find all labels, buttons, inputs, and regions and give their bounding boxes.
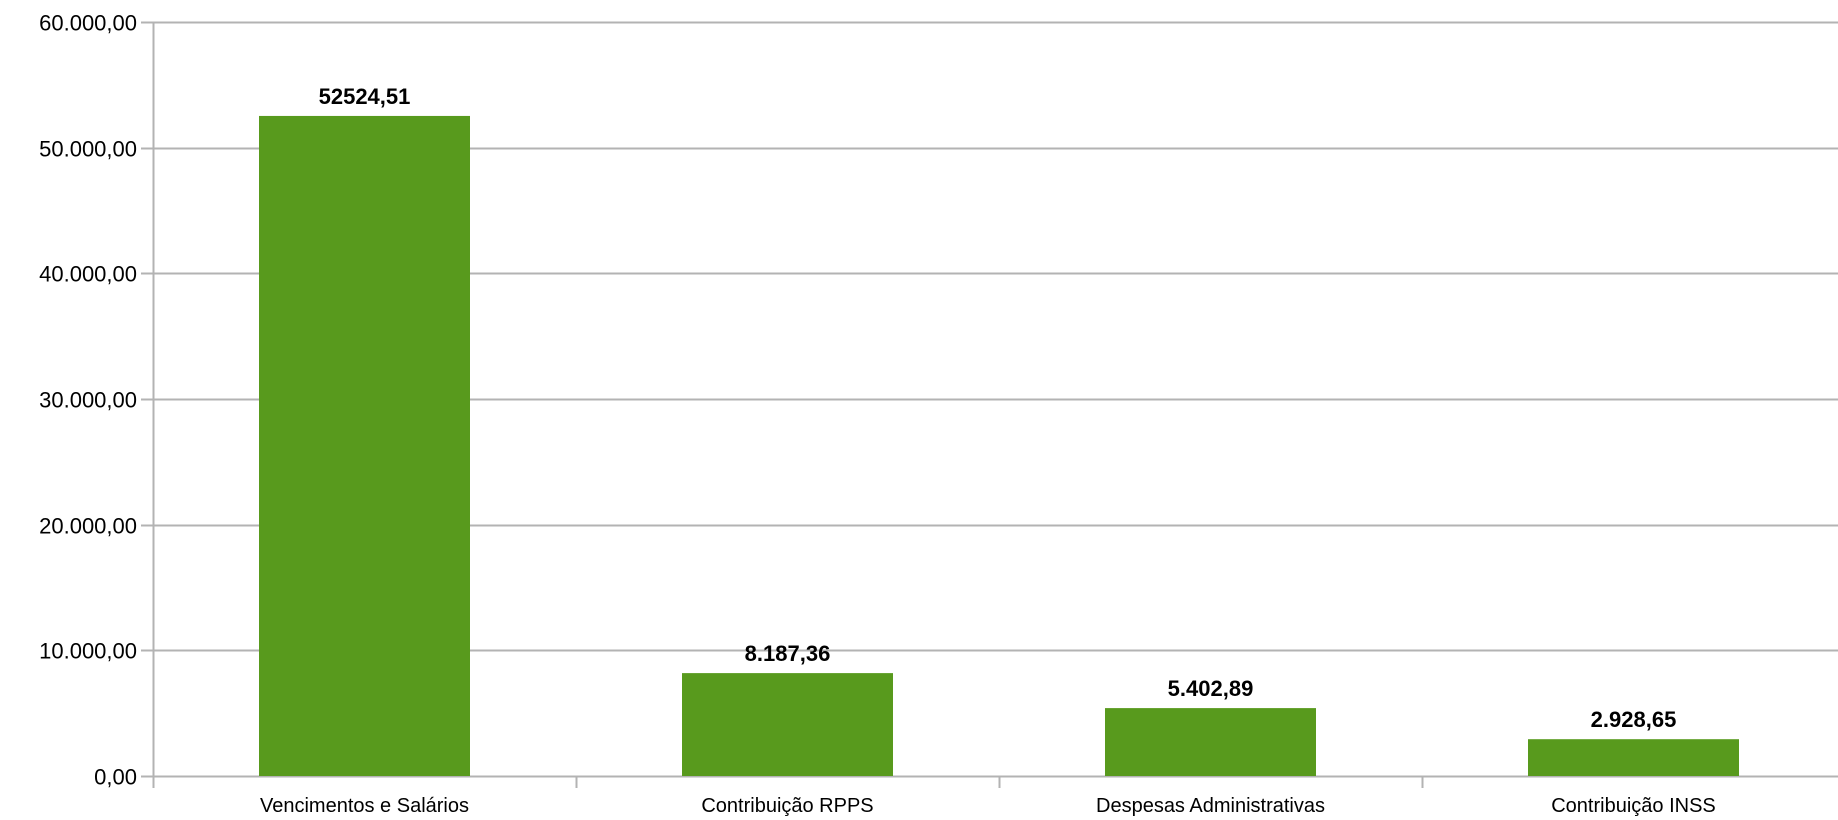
x-category-label: Contribuição RPPS <box>701 795 873 817</box>
bar <box>682 673 893 776</box>
y-tick-label: 60.000,00 <box>39 11 137 36</box>
x-axis-category-labels: Vencimentos e Salários Contribuição RPPS D… <box>260 795 1716 817</box>
x-category-label: Despesas Administrativas <box>1096 795 1325 817</box>
bar <box>1528 739 1739 776</box>
x-category-label: Vencimentos e Salários <box>260 795 469 817</box>
data-labels: 52524,51 8.187,36 5.402,89 2.928,65 <box>319 84 1677 732</box>
data-label: 5.402,89 <box>1168 676 1254 701</box>
y-tick-label: 20.000,00 <box>39 514 137 539</box>
data-label: 52524,51 <box>319 84 411 109</box>
y-tick-label: 50.000,00 <box>39 137 137 162</box>
y-tick-label: 0,00 <box>94 765 137 790</box>
data-label: 8.187,36 <box>745 641 831 666</box>
data-label: 2.928,65 <box>1591 707 1677 732</box>
bar <box>259 115 470 776</box>
y-axis-ticks: 0,00 10.000,00 20.000,00 30.000,00 40.000,00… <box>39 11 137 790</box>
axes <box>141 21 1838 788</box>
bars <box>259 115 1739 776</box>
bar <box>1105 708 1316 776</box>
x-category-label: Contribuição INSS <box>1551 795 1716 817</box>
y-tick-label: 30.000,00 <box>39 388 137 413</box>
y-tick-label: 10.000,00 <box>39 639 137 664</box>
y-tick-label: 40.000,00 <box>39 262 137 287</box>
